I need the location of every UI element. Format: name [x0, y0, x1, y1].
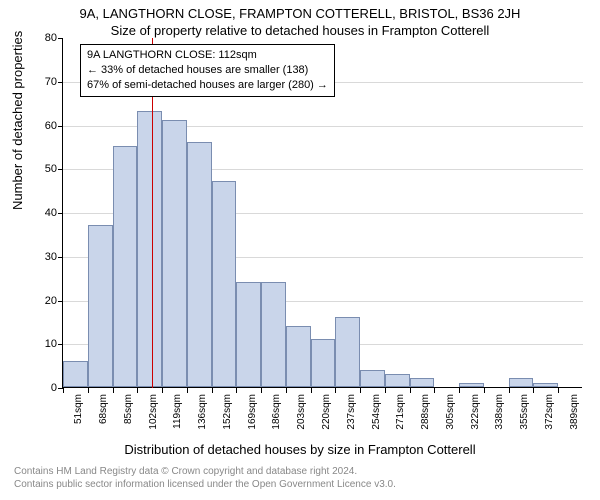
- info-line-2: ← 33% of detached houses are smaller (13…: [87, 63, 328, 78]
- xtick-label: 51sqm: [75, 364, 86, 394]
- xtick-mark: [385, 388, 386, 393]
- xtick-mark: [63, 388, 64, 393]
- xtick-label: 254sqm: [373, 358, 384, 394]
- y-axis-title: Number of detached properties: [10, 31, 25, 210]
- ytick-label: 60: [27, 120, 57, 132]
- ytick-label: 50: [27, 163, 57, 175]
- xtick-label: 389sqm: [571, 358, 582, 394]
- chart-container: 9A, LANGTHORN CLOSE, FRAMPTON COTTERELL,…: [0, 0, 600, 500]
- xtick-label: 305sqm: [447, 358, 458, 394]
- xtick-mark: [113, 388, 114, 393]
- xtick-label: 152sqm: [224, 358, 235, 394]
- xtick-label: 136sqm: [199, 358, 210, 394]
- attribution: Contains HM Land Registry data © Crown c…: [14, 465, 396, 491]
- xtick-mark: [162, 388, 163, 393]
- xtick-label: 169sqm: [249, 358, 260, 394]
- xtick-label: 338sqm: [496, 358, 507, 394]
- xtick-label: 220sqm: [323, 358, 334, 394]
- xtick-mark: [360, 388, 361, 393]
- info-line-3: 67% of semi-detached houses are larger (…: [87, 78, 328, 93]
- attribution-line-1: Contains HM Land Registry data © Crown c…: [14, 465, 396, 478]
- ytick-mark: [58, 38, 63, 39]
- ytick-mark: [58, 126, 63, 127]
- xtick-mark: [286, 388, 287, 393]
- xtick-mark: [533, 388, 534, 393]
- xtick-mark: [212, 388, 213, 393]
- xtick-label: 68sqm: [100, 364, 111, 394]
- ytick-mark: [58, 213, 63, 214]
- xtick-mark: [459, 388, 460, 393]
- xtick-mark: [558, 388, 559, 393]
- xtick-label: 372sqm: [546, 358, 557, 394]
- xtick-label: 203sqm: [298, 358, 309, 394]
- histogram-bar: [113, 146, 138, 387]
- ytick-label: 10: [27, 338, 57, 350]
- ytick-mark: [58, 344, 63, 345]
- histogram-bar: [162, 120, 187, 387]
- ytick-label: 80: [27, 32, 57, 44]
- ytick-mark: [58, 257, 63, 258]
- xtick-mark: [187, 388, 188, 393]
- xtick-mark: [261, 388, 262, 393]
- xtick-label: 237sqm: [348, 358, 359, 394]
- xtick-label: 85sqm: [125, 364, 136, 394]
- histogram-bar: [88, 225, 113, 387]
- xtick-mark: [410, 388, 411, 393]
- xtick-mark: [484, 388, 485, 393]
- ytick-label: 20: [27, 295, 57, 307]
- ytick-label: 40: [27, 207, 57, 219]
- xtick-label: 355sqm: [521, 358, 532, 394]
- ytick-mark: [58, 169, 63, 170]
- x-axis-title: Distribution of detached houses by size …: [0, 442, 600, 457]
- ytick-label: 0: [27, 382, 57, 394]
- info-box: 9A LANGTHORN CLOSE: 112sqm ← 33% of deta…: [80, 44, 335, 97]
- ytick-label: 70: [27, 76, 57, 88]
- histogram-bar: [187, 142, 212, 387]
- histogram-bar: [137, 111, 162, 387]
- histogram-bar: [212, 181, 237, 387]
- xtick-mark: [88, 388, 89, 393]
- xtick-mark: [335, 388, 336, 393]
- ytick-mark: [58, 82, 63, 83]
- xtick-mark: [236, 388, 237, 393]
- chart-title-sub: Size of property relative to detached ho…: [0, 21, 600, 38]
- chart-title-main: 9A, LANGTHORN CLOSE, FRAMPTON COTTERELL,…: [0, 0, 600, 21]
- xtick-mark: [137, 388, 138, 393]
- ytick-label: 30: [27, 251, 57, 263]
- attribution-line-2: Contains public sector information licen…: [14, 478, 396, 491]
- xtick-label: 119sqm: [174, 359, 185, 394]
- xtick-label: 322sqm: [472, 358, 483, 394]
- info-line-1: 9A LANGTHORN CLOSE: 112sqm: [87, 48, 328, 63]
- xtick-mark: [311, 388, 312, 393]
- xtick-mark: [509, 388, 510, 393]
- xtick-label: 288sqm: [422, 358, 433, 394]
- xtick-label: 186sqm: [273, 358, 284, 394]
- ytick-mark: [58, 301, 63, 302]
- xtick-mark: [434, 388, 435, 393]
- xtick-label: 271sqm: [397, 358, 408, 394]
